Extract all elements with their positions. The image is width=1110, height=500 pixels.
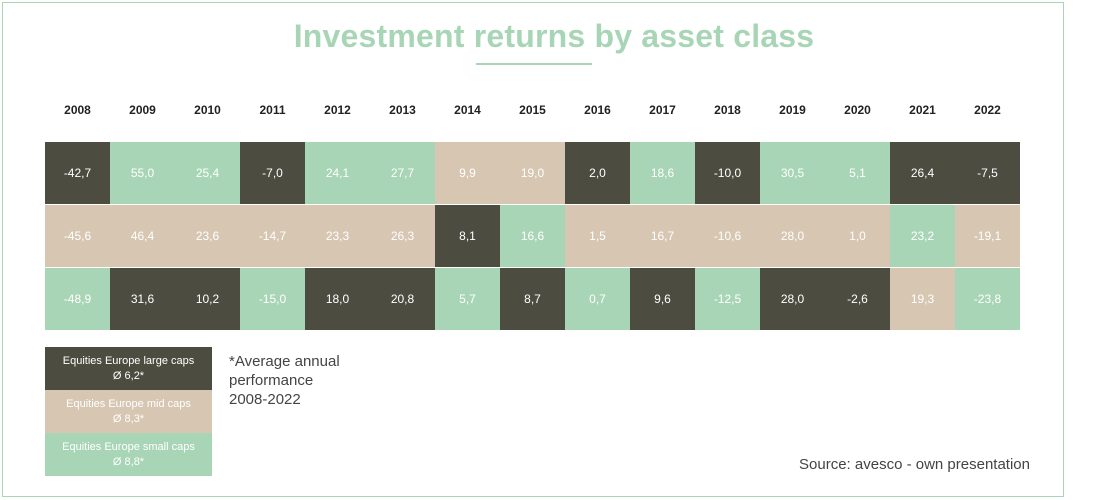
return-cell: 19,3 bbox=[890, 268, 955, 330]
return-cell: 23,3 bbox=[305, 205, 370, 267]
year-label-2010: 2010 bbox=[194, 103, 221, 117]
year-label-2021: 2021 bbox=[909, 103, 936, 117]
year-label-2017: 2017 bbox=[649, 103, 676, 117]
year-label-2009: 2009 bbox=[129, 103, 156, 117]
return-cell: 18,6 bbox=[630, 142, 695, 204]
legend-average: Ø 6,2* bbox=[112, 369, 145, 382]
return-cell: 19,0 bbox=[500, 142, 565, 204]
legend-label: Equities Europe mid caps bbox=[66, 397, 191, 410]
year-header-row: 2008 2009 2010 2011 2012 2013 2014 2015 2016 2017… bbox=[45, 103, 1021, 119]
year-label-2020: 2020 bbox=[844, 103, 871, 117]
year-label-2008: 2008 bbox=[64, 103, 91, 117]
return-cell: -15,0 bbox=[240, 268, 305, 330]
return-cell: 1,0 bbox=[825, 205, 890, 267]
legend-label: Equities Europe large caps bbox=[62, 354, 195, 367]
footnote-line: 2008-2022 bbox=[229, 391, 301, 408]
year-label-2019: 2019 bbox=[779, 103, 806, 117]
return-cell: 23,6 bbox=[175, 205, 240, 267]
legend-item: Equities Europe small caps Ø 8,8* bbox=[45, 433, 212, 476]
legend-average: Ø 8,8* bbox=[112, 455, 145, 468]
return-cell: 5,1 bbox=[825, 142, 890, 204]
return-cell: 26,4 bbox=[890, 142, 955, 204]
return-cell: 46,4 bbox=[110, 205, 175, 267]
chart-title: Investment returns by asset class bbox=[293, 18, 815, 54]
legend-item: Equities Europe mid caps Ø 8,3* bbox=[45, 390, 212, 433]
return-cell: 8,7 bbox=[500, 268, 565, 330]
return-cell: -19,1 bbox=[955, 205, 1020, 267]
year-label-2016: 2016 bbox=[584, 103, 611, 117]
return-cell: 24,1 bbox=[305, 142, 370, 204]
return-cell: 25,4 bbox=[175, 142, 240, 204]
return-cell: 31,6 bbox=[110, 268, 175, 330]
year-label-2015: 2015 bbox=[519, 103, 546, 117]
return-cell: -7,5 bbox=[955, 142, 1020, 204]
return-cell: 2,0 bbox=[565, 142, 630, 204]
return-cell: 55,0 bbox=[110, 142, 175, 204]
return-cell: 26,3 bbox=[370, 205, 435, 267]
return-cell: 28,0 bbox=[760, 268, 825, 330]
return-cell: 1,5 bbox=[565, 205, 630, 267]
year-label-2018: 2018 bbox=[714, 103, 741, 117]
return-cell: -2,6 bbox=[825, 268, 890, 330]
return-cell: 8,1 bbox=[435, 205, 500, 267]
footnote-line: *Average annual bbox=[229, 353, 340, 370]
return-cell: -48,9 bbox=[45, 268, 110, 330]
return-cell: 16,7 bbox=[630, 205, 695, 267]
year-label-2012: 2012 bbox=[324, 103, 351, 117]
return-cell: 23,2 bbox=[890, 205, 955, 267]
return-cell: 9,6 bbox=[630, 268, 695, 330]
return-cell: -45,6 bbox=[45, 205, 110, 267]
return-cell: -23,8 bbox=[955, 268, 1020, 330]
footnote-line: performance bbox=[229, 372, 314, 389]
legend-average: Ø 8,3* bbox=[112, 412, 145, 425]
return-cell: 28,0 bbox=[760, 205, 825, 267]
year-label-2011: 2011 bbox=[259, 103, 286, 117]
return-cell: 30,5 bbox=[760, 142, 825, 204]
return-cell: 5,7 bbox=[435, 268, 500, 330]
return-cell: -10,0 bbox=[695, 142, 760, 204]
return-cell: -42,7 bbox=[45, 142, 110, 204]
footnote: *Average annual performance 2008-2022 bbox=[229, 352, 379, 409]
year-label-2022: 2022 bbox=[974, 103, 1001, 117]
return-cell: 20,8 bbox=[370, 268, 435, 330]
return-cell: 10,2 bbox=[175, 268, 240, 330]
return-cell: 27,7 bbox=[370, 142, 435, 204]
legend-label: Equities Europe small caps bbox=[62, 440, 195, 453]
return-cell: -7,0 bbox=[240, 142, 305, 204]
return-cell: 18,0 bbox=[305, 268, 370, 330]
legend-item: Equities Europe large caps Ø 6,2* bbox=[45, 347, 212, 390]
return-cell: -12,5 bbox=[695, 268, 760, 330]
return-cell: -10,6 bbox=[695, 205, 760, 267]
year-label-2013: 2013 bbox=[389, 103, 416, 117]
returns-grid: -42,7 55,0 25,4 -7,0 24,1 27,7 9,9 19,0 2,0 18,6-… bbox=[45, 142, 1021, 330]
return-cell: 9,9 bbox=[435, 142, 500, 204]
legend: Equities Europe large caps Ø 6,2* Equities… bbox=[45, 347, 212, 476]
return-cell: 0,7 bbox=[565, 268, 630, 330]
return-cell: -14,7 bbox=[240, 205, 305, 267]
year-label-2014: 2014 bbox=[454, 103, 481, 117]
title-underline bbox=[476, 63, 592, 65]
source-note: Source: avesco - own presentation bbox=[799, 456, 1030, 473]
return-cell: 16,6 bbox=[500, 205, 565, 267]
